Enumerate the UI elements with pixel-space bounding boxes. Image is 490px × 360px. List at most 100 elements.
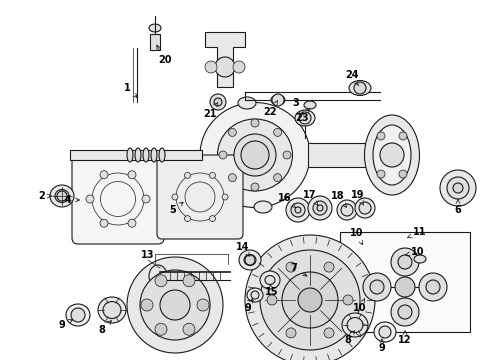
Ellipse shape <box>218 119 293 191</box>
Circle shape <box>71 308 85 322</box>
Circle shape <box>299 112 311 124</box>
Circle shape <box>251 291 259 299</box>
Circle shape <box>337 200 357 220</box>
Ellipse shape <box>149 265 167 287</box>
Ellipse shape <box>304 101 316 109</box>
Text: 14: 14 <box>236 242 250 256</box>
Text: 5: 5 <box>170 202 183 215</box>
Circle shape <box>286 328 296 338</box>
Text: 9: 9 <box>245 299 253 313</box>
Circle shape <box>160 290 190 320</box>
Text: 24: 24 <box>345 70 359 85</box>
Ellipse shape <box>103 302 121 319</box>
Circle shape <box>291 203 305 217</box>
Circle shape <box>341 204 353 216</box>
Circle shape <box>214 98 222 106</box>
Circle shape <box>399 170 407 178</box>
Ellipse shape <box>127 148 133 162</box>
Circle shape <box>140 270 210 340</box>
Circle shape <box>370 280 384 294</box>
Circle shape <box>228 174 236 182</box>
Circle shape <box>398 305 412 319</box>
Polygon shape <box>150 34 160 50</box>
Circle shape <box>183 323 195 335</box>
Ellipse shape <box>66 304 90 326</box>
Ellipse shape <box>151 148 157 162</box>
Ellipse shape <box>238 97 256 109</box>
Circle shape <box>399 132 407 140</box>
Text: 1: 1 <box>123 83 137 98</box>
Circle shape <box>228 129 236 136</box>
Circle shape <box>317 205 323 211</box>
Circle shape <box>185 216 191 222</box>
Circle shape <box>128 171 136 179</box>
Ellipse shape <box>135 148 141 162</box>
Circle shape <box>155 275 167 287</box>
Ellipse shape <box>254 201 272 213</box>
Circle shape <box>205 61 217 73</box>
Circle shape <box>100 171 108 179</box>
Circle shape <box>282 272 338 328</box>
Circle shape <box>210 172 216 178</box>
Circle shape <box>377 170 385 178</box>
Circle shape <box>267 295 277 305</box>
Text: 4: 4 <box>65 195 79 205</box>
Circle shape <box>286 262 296 272</box>
Circle shape <box>185 172 191 178</box>
Circle shape <box>343 295 353 305</box>
Ellipse shape <box>271 95 285 105</box>
Text: 7: 7 <box>291 263 307 276</box>
Circle shape <box>183 275 195 287</box>
Circle shape <box>308 196 332 220</box>
Circle shape <box>241 141 269 169</box>
Text: 3: 3 <box>293 98 303 115</box>
Circle shape <box>426 280 440 294</box>
Ellipse shape <box>260 271 280 289</box>
Text: 20: 20 <box>157 45 172 65</box>
Ellipse shape <box>374 322 396 342</box>
Text: 10: 10 <box>350 228 364 245</box>
Circle shape <box>273 174 282 182</box>
Ellipse shape <box>342 313 368 337</box>
Circle shape <box>391 248 419 276</box>
Ellipse shape <box>373 125 411 185</box>
Circle shape <box>172 194 178 200</box>
Text: 6: 6 <box>455 199 462 215</box>
Circle shape <box>141 299 153 311</box>
Circle shape <box>100 219 108 227</box>
Bar <box>340 232 470 332</box>
Circle shape <box>380 143 404 167</box>
Circle shape <box>286 198 310 222</box>
Circle shape <box>142 195 150 203</box>
Ellipse shape <box>414 255 426 263</box>
Ellipse shape <box>149 24 161 32</box>
Ellipse shape <box>265 275 275 284</box>
Circle shape <box>440 170 476 206</box>
FancyBboxPatch shape <box>157 155 243 239</box>
Text: 10: 10 <box>353 299 367 313</box>
Circle shape <box>283 151 291 159</box>
Circle shape <box>298 288 322 312</box>
Text: 19: 19 <box>351 190 365 205</box>
Text: 16: 16 <box>278 193 295 208</box>
Ellipse shape <box>365 115 419 195</box>
Circle shape <box>453 183 463 193</box>
Polygon shape <box>70 150 202 160</box>
Circle shape <box>251 183 259 191</box>
Text: 9: 9 <box>59 320 73 330</box>
Circle shape <box>127 257 223 353</box>
Text: 13: 13 <box>141 250 155 260</box>
Polygon shape <box>308 143 380 167</box>
Circle shape <box>245 255 255 265</box>
Circle shape <box>272 94 284 106</box>
Circle shape <box>197 299 209 311</box>
Circle shape <box>251 119 259 127</box>
Ellipse shape <box>244 255 256 266</box>
Circle shape <box>86 195 94 203</box>
Circle shape <box>273 129 282 136</box>
Circle shape <box>447 177 469 199</box>
Text: 17: 17 <box>303 190 318 205</box>
Ellipse shape <box>200 103 310 207</box>
Circle shape <box>219 151 227 159</box>
Circle shape <box>391 298 419 326</box>
